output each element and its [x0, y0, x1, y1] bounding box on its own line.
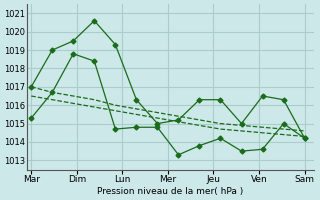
- X-axis label: Pression niveau de la mer( hPa ): Pression niveau de la mer( hPa ): [97, 187, 243, 196]
